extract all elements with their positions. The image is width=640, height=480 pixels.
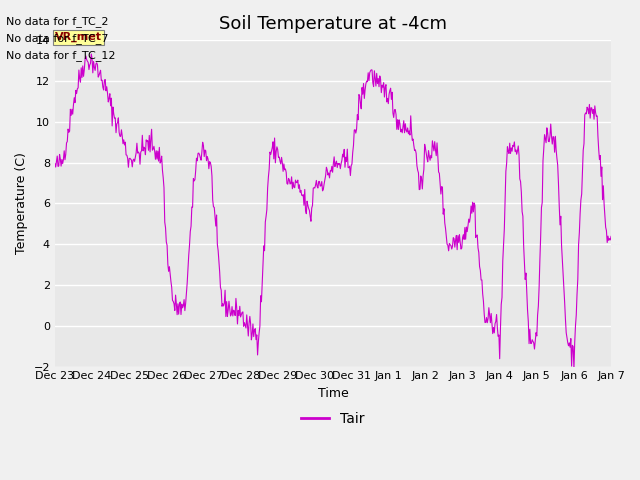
Legend: Tair: Tair [296,407,370,432]
Text: No data for f_TC_12: No data for f_TC_12 [6,49,116,60]
Text: No data for f_TC_2: No data for f_TC_2 [6,16,109,27]
Text: No data for f_TC_7: No data for f_TC_7 [6,33,109,44]
Title: Soil Temperature at -4cm: Soil Temperature at -4cm [219,15,447,33]
Text: VR_met: VR_met [55,32,102,42]
Y-axis label: Temperature (C): Temperature (C) [15,153,28,254]
X-axis label: Time: Time [317,387,348,400]
